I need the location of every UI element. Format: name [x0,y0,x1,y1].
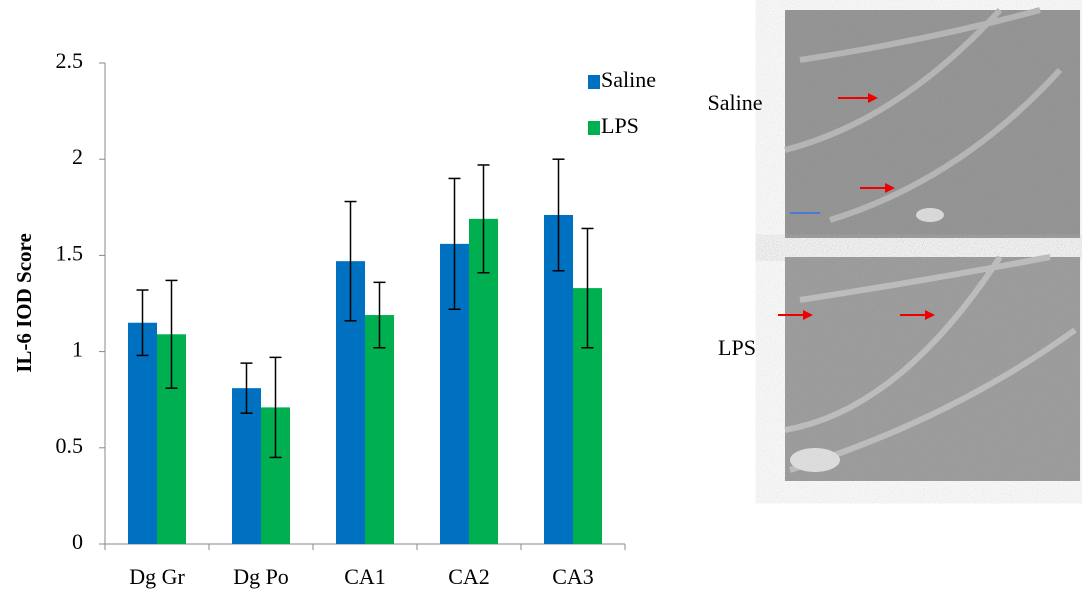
y-tick-label: 2.5 [56,48,84,73]
y-tick-label: 2 [72,144,83,169]
micrograph-saline [784,7,1080,238]
error-bar [581,227,594,349]
legend-label: LPS [601,113,639,138]
y-tick-label: 0.5 [56,433,84,458]
legend: Saline LPS [588,67,656,138]
x-tick-label: CA3 [552,564,594,589]
error-bar [240,362,253,414]
error-bar [269,356,282,459]
error-bar [165,279,178,389]
x-tick-label: CA2 [448,564,490,589]
y-tick-label: 1.5 [56,240,84,265]
y-tick-label: 1 [72,337,83,362]
error-bar [448,177,461,311]
error-bar [136,289,149,357]
bar [365,315,394,544]
legend-label: Saline [601,67,656,92]
x-tick-label: Dg Po [233,564,289,589]
image-label: Saline [708,90,763,115]
y-axis-label: IL-6 IOD Score [12,233,36,373]
image-label: LPS [718,335,756,360]
error-bar [344,200,357,322]
bar [128,322,157,544]
bar [232,388,261,544]
y-tick-label: 0 [72,529,83,554]
error-bar [373,281,386,349]
error-bar [552,158,565,272]
error-bar [477,164,490,274]
micrograph-lps [778,254,1080,481]
legend-swatch [588,75,600,89]
x-tick-label: CA1 [344,564,386,589]
legend-swatch [588,121,600,135]
x-tick-label: Dg Gr [129,564,185,589]
